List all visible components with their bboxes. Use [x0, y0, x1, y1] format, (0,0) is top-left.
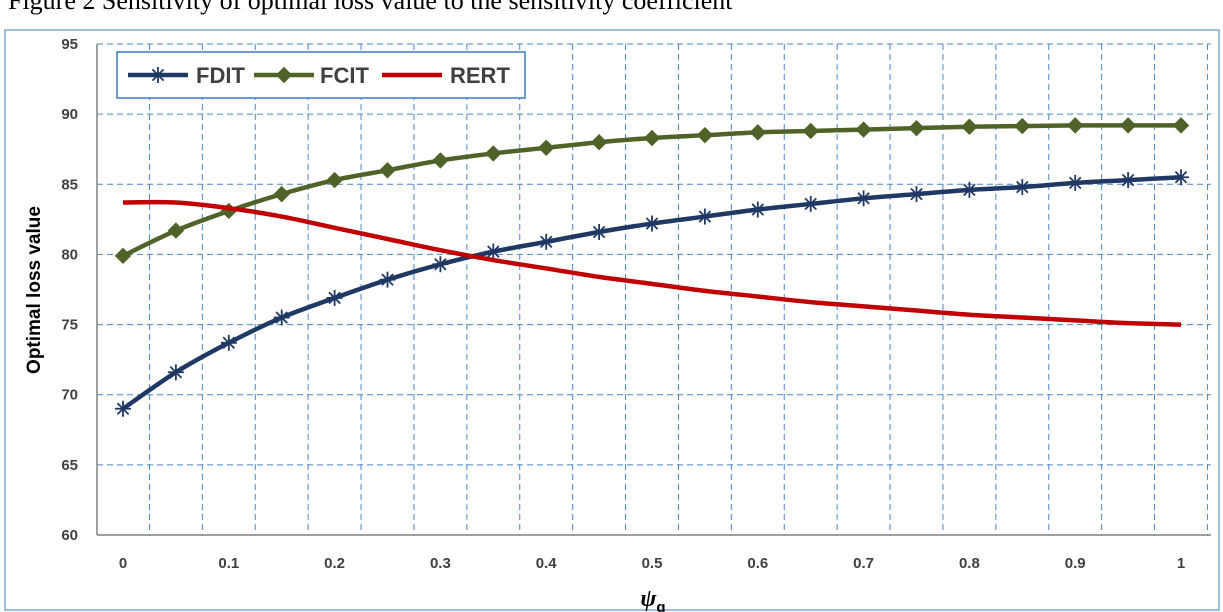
x-tick-label: 0.3	[430, 555, 451, 572]
asterisk-stroke	[1016, 180, 1029, 194]
asterisk-stroke	[804, 197, 817, 211]
point-fdit	[167, 364, 184, 381]
point-fcit	[1119, 117, 1137, 134]
x-axis-title: ψq	[640, 586, 665, 612]
gridlines	[97, 43, 1211, 535]
point-fcit	[537, 139, 555, 157]
asterisk-stroke	[116, 402, 130, 415]
legend-marker-fcit	[275, 66, 293, 84]
y-tick-label: 80	[61, 246, 78, 263]
point-fdit	[696, 208, 713, 225]
point-fdit	[432, 256, 449, 273]
x-tick-label: 0.1	[218, 555, 239, 572]
y-tick-label: 60	[61, 527, 78, 544]
asterisk-stroke	[963, 183, 976, 197]
point-fdit	[1014, 179, 1031, 196]
y-tick-label: 85	[61, 176, 78, 193]
y-tick-label: 95	[61, 36, 78, 53]
y-tick-label: 75	[61, 317, 78, 334]
point-fcit	[432, 152, 449, 169]
point-fcit	[908, 119, 925, 137]
point-fcit	[485, 145, 502, 162]
y-tick-label: 65	[61, 457, 78, 474]
x-tick-label: 0	[119, 555, 127, 572]
x-tick-label: 0.6	[747, 555, 768, 572]
x-tick-label: 0.5	[642, 555, 663, 572]
asterisk-stroke	[698, 210, 712, 223]
point-fdit	[802, 195, 819, 212]
asterisk-stroke	[169, 366, 183, 379]
asterisk-stroke	[751, 203, 765, 216]
point-fcit	[590, 133, 608, 151]
point-fdit	[220, 334, 237, 351]
y-tick-label: 90	[61, 106, 78, 123]
point-fdit	[961, 181, 978, 198]
point-fcit	[114, 247, 132, 265]
asterisk-stroke	[328, 291, 341, 305]
asterisk-stroke	[539, 235, 553, 249]
x-tick-label: 0.4	[536, 555, 558, 572]
asterisk-stroke	[275, 311, 288, 324]
legend-label-rert: RERT	[450, 63, 510, 88]
point-fdit	[749, 201, 766, 218]
point-fdit	[1120, 172, 1137, 189]
point-fdit	[538, 233, 555, 250]
point-fcit	[1014, 117, 1031, 135]
point-fcit	[1172, 117, 1190, 134]
point-fcit	[643, 129, 661, 147]
asterisk-stroke	[857, 192, 870, 205]
asterisk-stroke	[434, 258, 447, 271]
point-fdit	[908, 186, 925, 203]
point-fcit	[1066, 117, 1084, 134]
asterisk-stroke	[487, 245, 500, 258]
point-fcit	[961, 118, 978, 135]
legend-label-fcit: FCIT	[320, 63, 369, 88]
y-tick-labels: 60 65 70 75 80 85 90 95	[61, 36, 78, 544]
y-axis-title: Optimal loss value	[24, 206, 45, 374]
asterisk-stroke	[222, 336, 236, 350]
x-axis-title-symbol: ψ	[640, 586, 657, 612]
series-line-rert	[122, 199, 1182, 327]
x-tick-label: 0.2	[324, 555, 345, 572]
asterisk-stroke	[910, 187, 923, 201]
asterisk-stroke	[1121, 173, 1135, 187]
point-fcit	[802, 122, 819, 140]
y-tick-label: 70	[61, 387, 78, 404]
x-axis-title-subscript: q	[656, 599, 665, 612]
x-tick-label: 0.8	[959, 555, 980, 572]
point-fcit	[696, 126, 714, 144]
point-fcit	[326, 171, 343, 189]
legend-label-fdit: FDIT	[196, 63, 245, 88]
x-tick-labels: 0 0.1 0.2 0.3 0.4 0.5 0.6 0.7 0.8 0.9 1	[119, 555, 1185, 572]
point-fdit	[1173, 169, 1189, 186]
point-fdit	[115, 400, 131, 417]
legend: FDIT FCIT RERT	[116, 51, 526, 99]
x-tick-label: 0.9	[1065, 555, 1086, 572]
figure-caption: Figure 2 Sensitivity of optimal loss val…	[8, 0, 733, 15]
point-fdit	[855, 190, 872, 207]
asterisk-stroke	[1068, 176, 1082, 190]
asterisk-stroke	[1174, 171, 1188, 184]
asterisk-stroke	[592, 225, 606, 239]
legend-marker-fdit	[150, 67, 166, 83]
asterisk-stroke	[645, 217, 659, 230]
x-tick-label: 1	[1177, 555, 1185, 572]
point-fdit	[644, 215, 660, 232]
point-fdit	[379, 271, 396, 288]
point-fcit	[749, 124, 767, 141]
point-fcit	[855, 121, 872, 138]
point-fdit	[273, 309, 290, 326]
point-fcit	[379, 162, 396, 179]
asterisk-stroke	[381, 273, 394, 286]
point-fdit	[1067, 174, 1084, 191]
series-layer	[114, 117, 1190, 417]
point-fdit	[591, 223, 608, 240]
x-tick-label: 0.7	[853, 555, 874, 572]
asterisk-stroke	[151, 68, 165, 82]
point-fcit	[273, 185, 290, 203]
point-fdit	[326, 289, 343, 306]
point-fcit	[167, 222, 185, 239]
point-fdit	[485, 243, 502, 260]
